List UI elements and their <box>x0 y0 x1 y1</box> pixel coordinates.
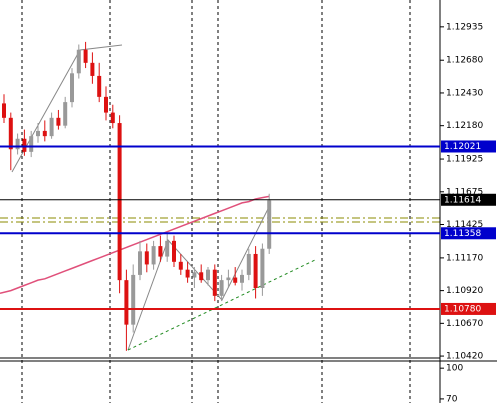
candle-body <box>117 123 122 281</box>
candle-body <box>212 269 217 296</box>
trend-line <box>127 204 271 351</box>
candle-body <box>2 103 6 118</box>
candle-body <box>233 277 238 283</box>
candle-body <box>49 117 54 137</box>
candle-body <box>42 130 47 137</box>
y-tick-label: 1.12430 <box>446 88 483 98</box>
y-tick-label: 1.11425 <box>446 220 483 230</box>
level-label: 1.11614 <box>444 195 481 205</box>
y-tick-label: 1.12180 <box>446 121 483 131</box>
candle-body <box>97 75 102 97</box>
level-label: 1.12021 <box>444 142 481 152</box>
candle-body <box>178 261 183 270</box>
candle-body <box>63 102 68 126</box>
level-label: 1.11358 <box>444 229 481 239</box>
plot <box>0 41 272 351</box>
candle-body <box>131 274 136 325</box>
candle-body <box>206 269 210 281</box>
level-label-box <box>441 302 496 315</box>
candle-body <box>22 138 27 152</box>
candle-body <box>165 240 170 257</box>
candle-body <box>56 117 61 126</box>
candle-body <box>36 130 40 137</box>
candle-body <box>138 251 142 275</box>
level-label-box <box>441 140 496 153</box>
candle-body <box>253 253 258 288</box>
candle-body <box>226 277 231 281</box>
candle-body <box>219 280 224 296</box>
candle-body <box>124 280 129 325</box>
candle-body <box>104 96 108 113</box>
y-tick-label: 1.12680 <box>446 56 483 66</box>
moving-average <box>0 195 270 294</box>
y-tick-label: 1.11675 <box>446 187 483 197</box>
support-line <box>127 259 316 351</box>
candle-body <box>246 253 251 275</box>
candle-body <box>240 274 244 283</box>
candle-body <box>144 251 149 265</box>
candle-body <box>267 200 272 249</box>
candle-body <box>158 246 163 257</box>
y-tick-label: 1.10670 <box>446 319 483 329</box>
candle-body <box>70 73 74 103</box>
candle-body <box>110 112 115 124</box>
y-tick-label: 70 <box>446 394 458 403</box>
y-tick-label: 100 <box>446 364 463 374</box>
time-grid <box>21 0 411 403</box>
candle-body <box>29 136 34 152</box>
candle-body <box>151 246 156 265</box>
y-tick-label: 1.12935 <box>446 22 483 32</box>
candle-body <box>260 248 265 288</box>
y-tick-label: 1.11170 <box>446 253 483 263</box>
level-label: 1.10780 <box>444 304 481 314</box>
y-tick-label: 1.10920 <box>446 286 483 296</box>
candle-body <box>185 269 190 278</box>
candle-body <box>199 272 204 281</box>
candle-body <box>192 272 197 278</box>
candle-body <box>8 117 13 150</box>
candle-body <box>90 62 95 76</box>
y-tick-label: 1.11925 <box>446 155 483 165</box>
candle-body <box>172 240 176 262</box>
y-tick-label: 1.10420 <box>446 352 483 362</box>
candle-body <box>76 49 81 74</box>
candle-body <box>15 138 20 150</box>
level-label-box <box>441 227 496 240</box>
candle-body <box>83 49 88 63</box>
level-label-box <box>441 193 496 206</box>
